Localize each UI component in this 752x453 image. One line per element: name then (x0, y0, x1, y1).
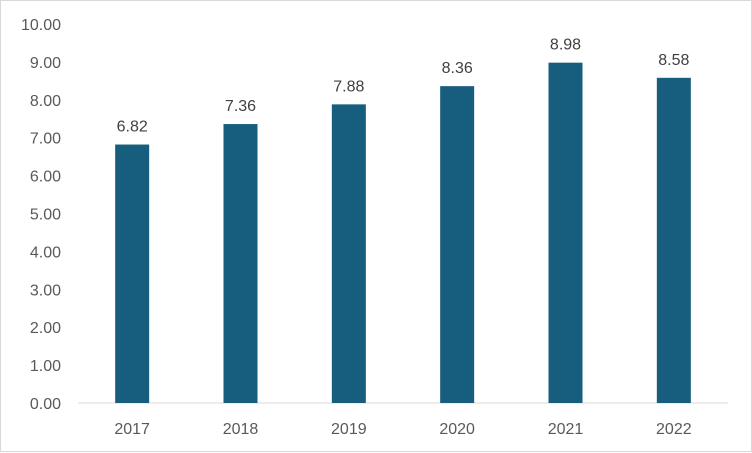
y-tick-label: 0.00 (30, 396, 61, 413)
x-tick-label: 2022 (656, 421, 692, 438)
y-tick-label: 3.00 (30, 282, 61, 299)
data-label: 7.88 (333, 78, 364, 95)
y-tick-label: 7.00 (30, 131, 61, 148)
y-tick-label: 2.00 (30, 320, 61, 337)
y-tick-label: 1.00 (30, 358, 61, 375)
data-label: 8.58 (658, 52, 689, 69)
y-tick-label: 4.00 (30, 244, 61, 261)
bar (656, 77, 691, 404)
y-tick-label: 6.00 (30, 169, 61, 186)
bar (548, 62, 583, 404)
data-label: 7.36 (225, 98, 256, 115)
x-tick-label: 2017 (114, 421, 150, 438)
bar (331, 104, 366, 404)
data-label: 8.98 (550, 37, 581, 54)
bar (440, 86, 475, 403)
data-label: 8.36 (442, 60, 473, 77)
x-tick-label: 2020 (439, 421, 475, 438)
data-label: 6.82 (117, 119, 148, 136)
y-tick-label: 8.00 (30, 93, 61, 110)
x-tick-label: 2019 (331, 421, 367, 438)
x-tick-label: 2021 (548, 421, 584, 438)
y-tick-label: 10.00 (21, 17, 61, 34)
x-tick-label: 2018 (223, 421, 259, 438)
y-tick-label: 9.00 (30, 55, 61, 72)
bar (223, 124, 258, 403)
y-tick-label: 5.00 (30, 207, 61, 224)
bar (115, 144, 150, 403)
